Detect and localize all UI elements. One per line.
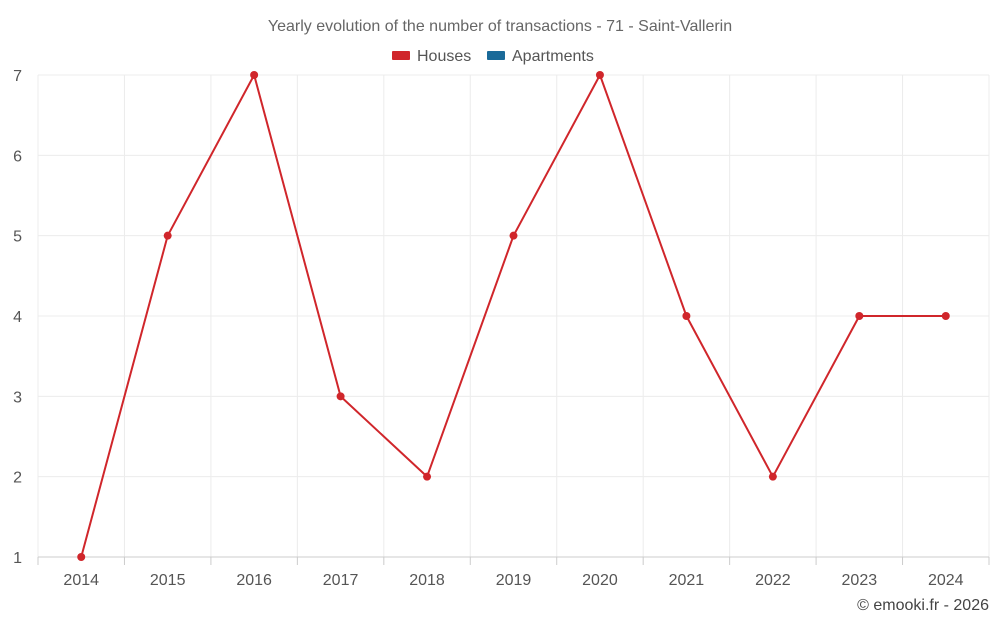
- data-point-houses[interactable]: [682, 312, 691, 320]
- x-tick-label: 2021: [669, 572, 705, 589]
- grid: [37, 74, 990, 557]
- legend-item-apartments[interactable]: Apartments: [487, 48, 594, 65]
- chart-title: Yearly evolution of the number of transa…: [268, 18, 732, 35]
- data-point-houses[interactable]: [509, 231, 518, 240]
- y-tick-label: 4: [13, 309, 22, 326]
- x-tick-label: 2022: [755, 572, 791, 589]
- y-tick-label: 3: [13, 389, 22, 406]
- legend: Houses Apartments: [392, 48, 594, 65]
- data-point-houses[interactable]: [163, 231, 172, 240]
- x-tick-label: 2015: [150, 572, 186, 589]
- x-axis: 2014 2015 2016 2017 2018 2019 2020 2021 2022 2023…: [37, 556, 990, 589]
- y-axis: 1 2 3 4 5 6 7: [13, 68, 22, 567]
- data-point-houses[interactable]: [336, 392, 345, 401]
- x-tick-label: 2019: [496, 572, 532, 589]
- x-tick-label: 2014: [63, 572, 99, 589]
- data-point-houses[interactable]: [855, 312, 864, 320]
- x-tick-label: 2017: [323, 572, 359, 589]
- y-tick-label: 1: [13, 550, 22, 567]
- series-layer: [77, 71, 950, 561]
- y-tick-label: 7: [13, 68, 22, 85]
- x-tick-label: 2020: [582, 572, 618, 589]
- data-point-houses[interactable]: [77, 553, 86, 561]
- y-tick-label: 5: [13, 229, 22, 246]
- x-tick-label: 2023: [842, 572, 878, 589]
- x-tick-label: 2018: [409, 572, 445, 589]
- y-tick-label: 6: [13, 148, 22, 165]
- legend-item-houses[interactable]: Houses: [392, 48, 471, 65]
- legend-label-apartments: Apartments: [512, 48, 594, 65]
- legend-label-houses: Houses: [417, 48, 471, 65]
- legend-swatch-apartments: [487, 51, 505, 60]
- data-point-houses[interactable]: [595, 71, 604, 79]
- data-point-houses[interactable]: [250, 71, 259, 79]
- y-tick-label: 2: [13, 470, 22, 487]
- data-point-houses[interactable]: [423, 472, 432, 481]
- credit-text: © emooki.fr - 2026: [857, 597, 989, 614]
- legend-swatch-houses: [392, 51, 410, 60]
- x-tick-label: 2016: [236, 572, 272, 589]
- x-tick-label: 2024: [928, 572, 964, 589]
- data-point-houses[interactable]: [768, 472, 777, 481]
- data-point-houses[interactable]: [941, 312, 950, 320]
